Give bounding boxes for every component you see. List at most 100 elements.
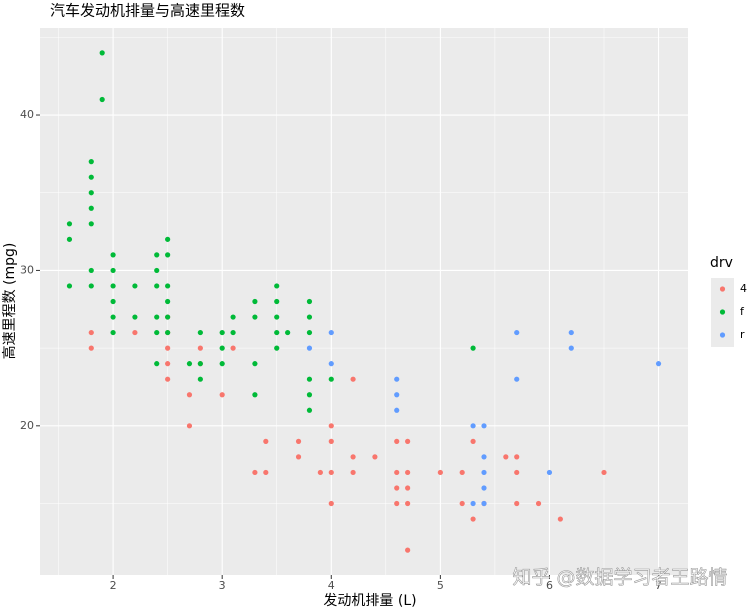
point <box>219 392 225 398</box>
point <box>394 376 400 382</box>
point <box>394 392 400 398</box>
point <box>88 190 94 196</box>
point <box>197 376 203 382</box>
point <box>470 423 476 429</box>
point <box>154 252 160 258</box>
point <box>66 283 73 289</box>
point <box>514 376 520 382</box>
point <box>405 547 411 553</box>
y-axis-label: 高速里程数 (mpg) <box>1 243 18 360</box>
point <box>230 329 236 336</box>
point <box>110 267 116 274</box>
point <box>481 423 487 429</box>
point <box>328 500 334 507</box>
point <box>306 298 313 305</box>
x-tick-label: 3 <box>219 579 226 592</box>
point <box>132 329 138 336</box>
point <box>274 329 280 336</box>
point <box>306 407 313 413</box>
point <box>405 500 411 507</box>
point <box>88 329 94 336</box>
point <box>514 469 520 476</box>
point <box>317 469 323 476</box>
point <box>165 345 171 351</box>
x-axis-label: 发动机排量 (L) <box>323 593 416 609</box>
point <box>568 329 574 336</box>
point <box>394 485 400 491</box>
point <box>306 376 313 382</box>
point <box>514 454 520 460</box>
point <box>263 438 269 444</box>
point <box>88 205 94 211</box>
point <box>110 298 116 305</box>
point <box>99 50 105 56</box>
point <box>306 392 313 398</box>
point <box>165 298 171 305</box>
point <box>405 469 411 476</box>
x-tick-label: 7 <box>655 579 662 592</box>
point <box>328 469 334 476</box>
point <box>306 314 313 320</box>
point <box>328 423 334 429</box>
point <box>470 500 476 507</box>
point <box>186 361 193 367</box>
y-tick-label: 20 <box>20 419 34 432</box>
point <box>165 329 171 336</box>
point <box>394 500 400 507</box>
point <box>186 423 193 429</box>
y-tick-label: 40 <box>20 108 34 121</box>
point <box>186 392 193 398</box>
point <box>306 345 313 351</box>
point <box>165 236 171 242</box>
legend-label: 4 <box>740 282 747 295</box>
point <box>295 438 302 444</box>
point <box>165 361 171 367</box>
point <box>154 329 160 336</box>
x-tick-label: 2 <box>110 579 117 592</box>
point <box>514 500 520 507</box>
point <box>110 283 116 289</box>
point <box>274 298 280 305</box>
point <box>295 454 302 460</box>
point <box>437 469 443 476</box>
point <box>110 314 116 320</box>
point <box>328 329 334 336</box>
point <box>394 469 400 476</box>
point <box>132 314 138 320</box>
point <box>459 469 465 476</box>
legend-marker <box>719 332 726 338</box>
point <box>230 314 236 320</box>
point <box>99 96 105 103</box>
x-tick-label: 5 <box>437 579 444 592</box>
point <box>306 329 313 336</box>
point <box>154 267 160 274</box>
point <box>350 376 356 382</box>
point <box>252 361 258 367</box>
point <box>328 376 334 382</box>
point <box>470 345 476 351</box>
watermark: 知乎 @数据学习者王路情 <box>512 567 727 589</box>
point <box>154 314 160 320</box>
point <box>132 283 138 289</box>
point <box>252 314 258 320</box>
point <box>285 329 291 336</box>
point <box>66 236 73 242</box>
point <box>546 469 553 476</box>
y-tick-label: 30 <box>20 263 34 276</box>
point <box>470 438 476 444</box>
panel <box>40 28 688 575</box>
point <box>88 221 94 227</box>
point <box>601 469 607 476</box>
x-tick-label: 6 <box>546 579 553 592</box>
point <box>470 516 476 522</box>
point <box>165 252 171 258</box>
point <box>66 221 73 227</box>
point <box>230 345 236 351</box>
point <box>394 407 400 413</box>
point <box>274 283 280 289</box>
legend-marker <box>719 309 726 315</box>
point <box>481 469 487 476</box>
point <box>405 438 411 444</box>
point <box>328 438 334 444</box>
